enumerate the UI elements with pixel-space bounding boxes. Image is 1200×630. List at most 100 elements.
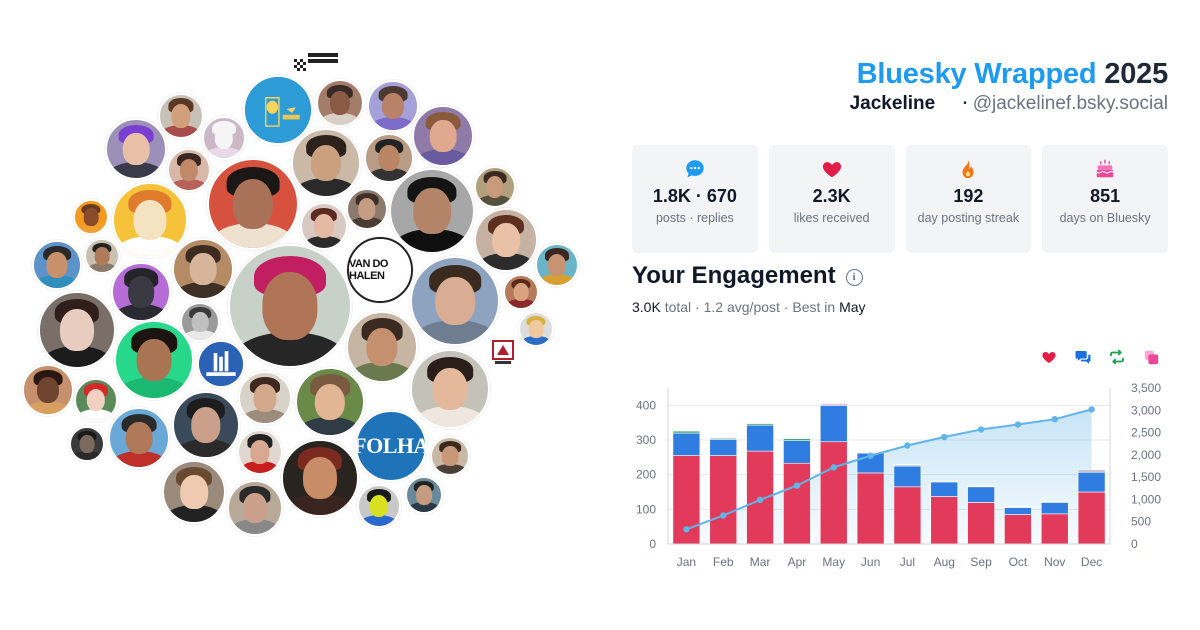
- profile-avatar: [74, 378, 118, 422]
- y2-tick-label: 500: [1131, 515, 1151, 529]
- profile-avatar: [474, 166, 516, 208]
- heart-icon: [822, 162, 841, 178]
- x-tick-label: Jul: [900, 555, 915, 569]
- bar-segment: [1040, 513, 1069, 545]
- profile-avatar: [114, 320, 194, 400]
- account-logo-avatar: [197, 340, 245, 388]
- y-tick-label: 300: [636, 433, 656, 447]
- avg-value: 1.2: [703, 299, 724, 315]
- profile-avatar: [281, 439, 359, 517]
- bar-segment: [709, 455, 738, 545]
- stat-value: 2.3K: [812, 186, 851, 206]
- profile-avatar: [412, 105, 474, 167]
- bar-segment: [819, 403, 848, 405]
- legend-reposts[interactable]: [1108, 348, 1126, 366]
- bar-layer: [672, 403, 1106, 545]
- engagement-heading: Your Engagement i: [632, 262, 863, 290]
- bar-segment: [819, 441, 848, 545]
- profile-avatar: [300, 202, 348, 250]
- profile-avatar: [69, 426, 105, 462]
- profile-avatar: [238, 371, 292, 425]
- bar-segment: [1004, 514, 1032, 545]
- engagement-chart: 0 100 200 300 400 0 500 1,000 1,500 2,000 2,500 3,0…: [636, 381, 1161, 569]
- sports-badge-logo: [492, 340, 514, 371]
- checkered-flag-logo: [294, 51, 340, 78]
- x-tick-label: Sep: [970, 555, 992, 569]
- profile-avatar: [108, 407, 170, 469]
- bar-segment: [1077, 469, 1106, 472]
- user-handle: @jackelinef.bsky.social: [972, 93, 1168, 114]
- profile-avatar: [172, 238, 234, 300]
- stats-row: 1.8K · 670 posts · replies 2.3K likes re…: [632, 145, 1168, 253]
- user-line: Jackeline • @jackelinef.bsky.social: [850, 93, 1168, 115]
- profile-avatar: [167, 148, 211, 192]
- avatar-cloud: VAN DO HALEN FOLHA: [22, 51, 579, 536]
- legend-quotes[interactable]: [1142, 348, 1160, 366]
- cumulative-point: [1014, 421, 1022, 428]
- profile-avatar: [84, 238, 120, 274]
- cumulative-point: [683, 526, 690, 533]
- stat-label: days on Bluesky: [1059, 211, 1151, 225]
- cake-icon: [1096, 159, 1114, 178]
- profile-avatar: [316, 79, 364, 127]
- chart-legend: [1040, 348, 1160, 366]
- cumulative-point: [1051, 416, 1058, 423]
- chart-axes: 0 100 200 300 400 0 500 1,000 1,500 2,000 2,500 3,0…: [636, 381, 1161, 569]
- profile-avatar: [474, 208, 538, 272]
- cumulative-point: [720, 512, 727, 519]
- cumulative-line-layer: [683, 406, 1095, 533]
- account-logo-avatar: FOLHA: [355, 410, 427, 482]
- bar-segment: [709, 439, 738, 456]
- x-tick-label: Oct: [1009, 555, 1028, 569]
- legend-replies[interactable]: [1074, 348, 1092, 366]
- bar-segment: [893, 465, 922, 488]
- stat-label: day posting streak: [917, 211, 1020, 225]
- account-logo-avatar: [243, 75, 313, 145]
- profile-avatar: [405, 476, 443, 514]
- y2-tick-label: 2,000: [1131, 448, 1161, 462]
- bar-segment: [783, 438, 811, 441]
- quote-icon: [1144, 350, 1158, 364]
- profile-avatar: [357, 484, 401, 528]
- header: Bluesky Wrapped 2025 Jackeline • @jackelin…: [850, 58, 1169, 115]
- bar-segment: [1004, 507, 1032, 515]
- heart-icon: [1042, 352, 1056, 363]
- profile-avatar: [430, 436, 470, 476]
- brand-title: Bluesky Wrapped: [856, 58, 1097, 90]
- stat-card-likes: 2.3K likes received: [768, 145, 895, 253]
- bar-segment: [967, 502, 995, 545]
- title-year: 2025: [1104, 58, 1168, 90]
- cumulative-point: [830, 464, 837, 471]
- y2-tick-label: 0: [1131, 537, 1138, 551]
- stat-label: likes received: [793, 211, 870, 225]
- chat-bubble-icon: [686, 160, 704, 178]
- profile-avatar: [172, 391, 240, 459]
- profile-avatar: [22, 364, 74, 416]
- y2-tick-label: 1,000: [1131, 492, 1161, 506]
- profile-avatar: [111, 262, 171, 322]
- profile-avatar: [112, 182, 188, 258]
- profile-avatar: [364, 133, 414, 183]
- bar-segment: [746, 422, 774, 425]
- y-tick-label: 0: [649, 537, 656, 551]
- bar-segment: [746, 424, 774, 452]
- engagement-title: Your Engagement: [632, 262, 836, 289]
- y2-tick-label: 3,500: [1131, 381, 1161, 395]
- bar-segment: [672, 430, 701, 434]
- legend-likes[interactable]: [1040, 348, 1058, 366]
- stat-value: 851: [1090, 186, 1121, 206]
- x-tick-label: Aug: [934, 555, 955, 569]
- bar-segment: [856, 472, 885, 545]
- cumulative-point: [904, 442, 911, 449]
- flame-icon: [962, 159, 974, 179]
- bar-segment: [1077, 471, 1106, 493]
- stat-label: posts · replies: [655, 211, 734, 225]
- stat-card-streak: 192 day posting streak: [905, 145, 1032, 253]
- display-name: Jackeline: [849, 93, 936, 114]
- x-tick-label: Feb: [713, 555, 734, 569]
- bar-segment: [930, 481, 959, 497]
- profile-avatar: [228, 244, 352, 368]
- reply-icon: [1075, 351, 1091, 364]
- info-icon[interactable]: i: [845, 268, 863, 286]
- profile-avatar: [518, 311, 554, 347]
